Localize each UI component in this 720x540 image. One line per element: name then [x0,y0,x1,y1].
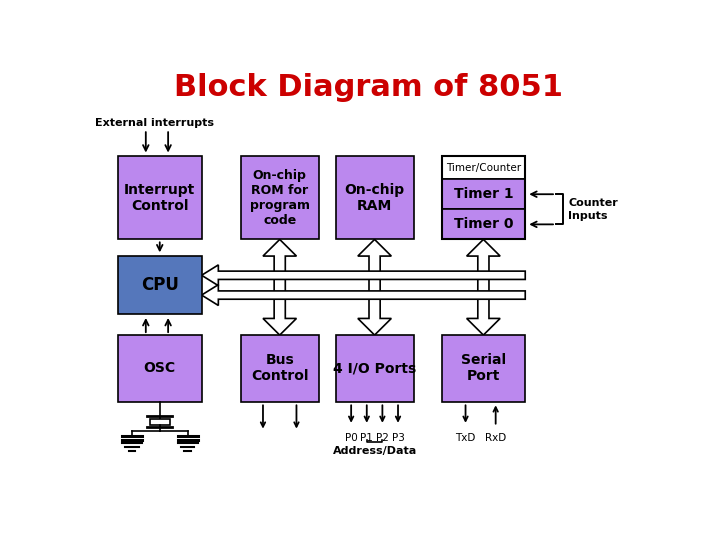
FancyBboxPatch shape [441,335,526,402]
Polygon shape [202,285,526,306]
FancyBboxPatch shape [336,335,414,402]
Polygon shape [263,239,297,335]
Text: Inputs: Inputs [568,211,608,220]
FancyBboxPatch shape [441,179,526,210]
Polygon shape [202,265,526,286]
FancyBboxPatch shape [240,156,319,239]
Text: External interrupts: External interrupts [94,118,214,128]
Polygon shape [467,239,500,335]
Text: TxD: TxD [455,433,476,443]
Text: CPU: CPU [141,276,179,294]
Text: Timer 0: Timer 0 [454,218,513,231]
Text: Timer/Counter: Timer/Counter [446,163,521,173]
Text: Address/Data: Address/Data [333,446,417,456]
Text: On-chip
RAM: On-chip RAM [344,183,405,213]
FancyBboxPatch shape [150,418,170,426]
FancyBboxPatch shape [118,335,202,402]
Text: Block Diagram of 8051: Block Diagram of 8051 [174,73,564,102]
Text: Counter: Counter [568,198,618,208]
Text: Timer 1: Timer 1 [454,187,513,201]
Text: On-chip
ROM for
program
code: On-chip ROM for program code [250,169,310,227]
Text: Serial
Port: Serial Port [461,353,506,383]
Polygon shape [358,239,392,335]
Text: P3: P3 [392,433,405,443]
FancyBboxPatch shape [441,210,526,239]
Text: P1: P1 [360,433,373,443]
FancyBboxPatch shape [441,156,526,179]
Text: Bus
Control: Bus Control [251,353,308,383]
Text: RxD: RxD [485,433,506,443]
Text: Interrupt
Control: Interrupt Control [124,183,195,213]
FancyBboxPatch shape [240,335,319,402]
FancyBboxPatch shape [118,156,202,239]
Text: P0: P0 [345,433,358,443]
FancyBboxPatch shape [336,156,414,239]
Text: 4 I/O Ports: 4 I/O Ports [333,361,416,375]
Text: P2: P2 [376,433,389,443]
Text: OSC: OSC [144,361,176,375]
FancyBboxPatch shape [118,256,202,314]
